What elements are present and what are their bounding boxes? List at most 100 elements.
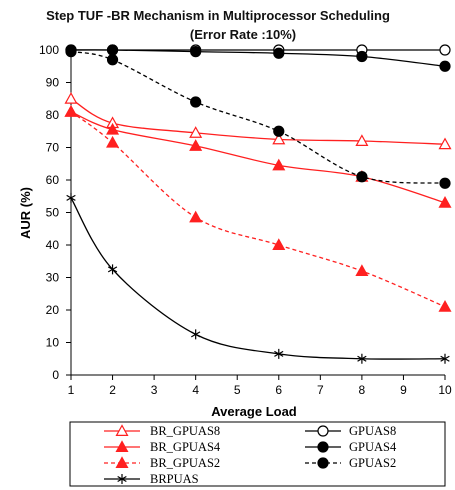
data-point: [439, 44, 451, 56]
data-point: [272, 158, 286, 171]
chart-subtitle: (Error Rate :10%): [190, 27, 296, 42]
x-tick-label: 8: [359, 383, 366, 397]
data-point: [438, 300, 452, 312]
data-point: [189, 126, 203, 138]
x-tick-label: 6: [275, 383, 282, 397]
legend-marker: [115, 440, 129, 452]
legend-item: GPUAS2: [305, 456, 396, 470]
data-point: [439, 60, 451, 72]
y-tick-label: 40: [46, 238, 60, 252]
y-tick-label: 70: [46, 141, 60, 155]
data-point: [65, 46, 77, 58]
legend-label: BR_GPUAS2: [150, 456, 220, 470]
series-brpuas: [66, 192, 450, 364]
data-point: [106, 135, 120, 148]
legend-item: BR_GPUAS8: [104, 424, 220, 438]
data-point: [272, 238, 286, 250]
legend-marker: [115, 456, 129, 468]
legend-marker: [317, 425, 329, 437]
x-tick-label: 7: [317, 383, 324, 397]
legend-label: GPUAS8: [349, 424, 396, 438]
star-marker-stroke: [117, 475, 127, 483]
data-point: [356, 171, 368, 183]
data-point: [439, 177, 451, 189]
legend-label: BR_GPUAS4: [150, 440, 221, 454]
legend-item: BRPUAS: [104, 472, 199, 486]
star-marker-stroke: [191, 331, 201, 338]
data-point: [189, 210, 203, 223]
y-tick-label: 0: [52, 368, 59, 382]
y-tick-label: 30: [46, 271, 60, 285]
data-point: [106, 54, 119, 66]
series-br-gpuas2: [64, 105, 452, 312]
series-line: [70, 111, 446, 308]
star-marker-stroke: [66, 194, 76, 201]
plot-area: 0 10 20 30 40 50 60 70 80 90 100 1 2 3 4 5 6 7 8 9 10: [39, 43, 452, 397]
data-point: [191, 329, 201, 340]
x-tick-label: 3: [151, 383, 158, 397]
data-point: [274, 348, 284, 359]
y-tick-label: 20: [46, 303, 60, 317]
legend-label: BRPUAS: [150, 472, 199, 486]
data-point: [106, 44, 119, 56]
star-marker-stroke: [107, 266, 118, 273]
series-gpuas2: [65, 46, 451, 189]
legend-label: GPUAS4: [349, 440, 397, 454]
x-tick-label: 4: [192, 383, 199, 397]
y-axis-label: AUR (%): [18, 187, 33, 239]
star-marker-stroke: [440, 355, 450, 362]
legend-label: BR_GPUAS8: [150, 424, 220, 438]
x-tick-label: 1: [68, 383, 75, 397]
data-point: [355, 264, 369, 276]
data-point: [356, 50, 368, 63]
data-point: [273, 125, 285, 137]
data-point: [64, 92, 78, 104]
x-tick-label: 10: [438, 383, 452, 397]
data-point: [438, 196, 452, 208]
legend: BR_GPUAS8 GPUAS8 BR_GPUAS4 GPUAS4 BR_GPUAS2 G…: [69, 421, 446, 487]
y-tick-label: 50: [46, 206, 60, 220]
data-point: [66, 192, 76, 203]
series-br-gpuas8: [64, 92, 452, 150]
legend-item: BR_GPUAS2: [104, 456, 220, 470]
legend-item: GPUAS4: [305, 440, 397, 454]
data-point: [273, 47, 285, 59]
data-point: [106, 122, 120, 135]
x-tick-label: 5: [234, 383, 241, 397]
y-tick-label: 100: [39, 43, 59, 57]
y-tick-label: 80: [46, 108, 60, 122]
x-tick-label: 9: [400, 383, 407, 397]
series-line: [70, 49, 446, 67]
data-point: [64, 105, 78, 117]
data-point: [272, 132, 286, 145]
data-point: [438, 137, 452, 150]
series-line: [70, 98, 446, 145]
series-gpuas4: [65, 44, 451, 72]
y-tick-label: 60: [46, 173, 60, 187]
data-point: [189, 139, 203, 151]
legend-label: GPUAS2: [349, 456, 396, 470]
x-axis-label: Average Load: [211, 404, 297, 419]
data-point: [190, 96, 202, 108]
chart-title: Step TUF -BR Mechanism in Multiprocessor…: [46, 8, 390, 23]
star-marker-stroke: [274, 350, 284, 357]
data-point: [357, 353, 367, 364]
star-marker-stroke: [357, 355, 367, 362]
legend-marker: [317, 441, 329, 453]
legend-marker: [117, 474, 127, 484]
data-point: [190, 46, 202, 58]
series-br-gpuas4: [64, 105, 452, 208]
series-line: [70, 197, 446, 360]
legend-marker: [317, 457, 329, 469]
y-tick-label: 10: [46, 336, 60, 350]
legend-marker: [115, 424, 129, 436]
data-point: [355, 134, 369, 146]
data-point: [440, 353, 450, 364]
legend-item: BR_GPUAS4: [104, 440, 221, 454]
series-line: [70, 50, 446, 184]
legend-item: GPUAS8: [305, 424, 396, 438]
x-tick-label: 2: [109, 383, 116, 397]
data-point: [107, 264, 118, 275]
legend-box: [69, 421, 446, 487]
